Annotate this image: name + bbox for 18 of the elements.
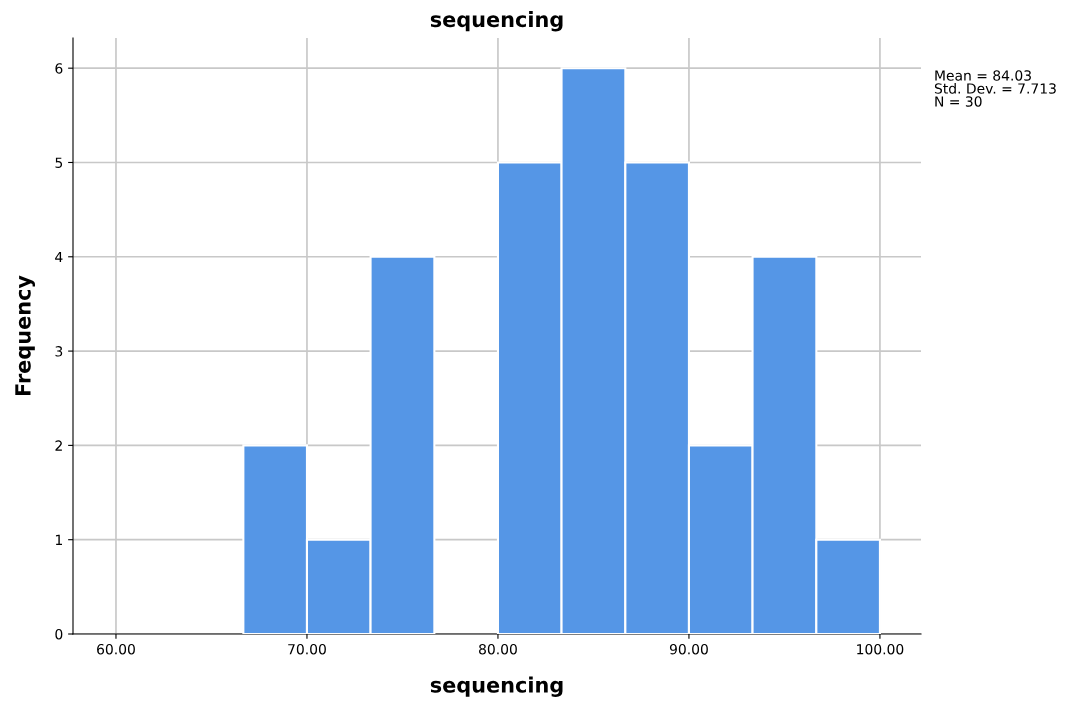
text: N = 30: [935, 96, 982, 107]
y-tick-label: 0: [55, 628, 63, 640]
text: Mean = 84.03: [935, 70, 1031, 81]
chart-title: sequencing: [430, 11, 563, 32]
x-tick-label: 80.00: [479, 643, 517, 655]
x-tick-label: 60.00: [97, 643, 135, 655]
x-tick-label: 90.00: [669, 643, 708, 655]
y-tick-label: 1: [55, 534, 62, 545]
x-tick-label: 70.00: [288, 643, 326, 655]
y-axis-title: Frequency: [15, 275, 35, 396]
y-tick-label: 5: [55, 157, 63, 168]
y-tick-label: 3: [55, 346, 63, 357]
y-tick-label: 4: [55, 251, 63, 263]
y-tick-label: 2: [55, 440, 62, 451]
x-tick-label: 100.00: [857, 643, 904, 655]
text: Std. Dev. = 7.713: [934, 83, 1056, 94]
y-tick-label: 6: [55, 63, 63, 74]
x-axis-title: sequencing: [430, 676, 563, 697]
